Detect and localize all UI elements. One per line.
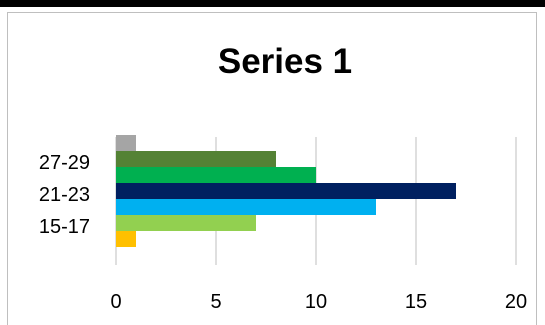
x-tick-label-4: 20 (505, 291, 527, 313)
bar-6 (116, 135, 136, 151)
y-category-label-1: 21-23 (39, 184, 90, 206)
x-tick-label-2: 10 (305, 291, 327, 313)
bar-2 (116, 199, 376, 215)
y-category-label-0: 15-17 (39, 216, 90, 238)
bar-0 (116, 231, 136, 247)
window-top-border (0, 0, 545, 7)
x-tick-label-3: 15 (405, 291, 427, 313)
bar-4 (116, 167, 316, 183)
bar-1 (116, 215, 256, 231)
bar-5 (116, 151, 276, 167)
chart-title: Series 1 (218, 42, 352, 81)
bar-3 (116, 183, 456, 199)
x-axis-ticks: 0 5 10 15 20 (110, 291, 527, 313)
y-category-label-2: 27-29 (39, 152, 90, 174)
x-tick-label-0: 0 (110, 291, 121, 313)
bars (116, 135, 456, 247)
x-tick-label-1: 5 (210, 291, 221, 313)
y-axis-categories: 15-17 21-23 27-29 (39, 152, 90, 238)
